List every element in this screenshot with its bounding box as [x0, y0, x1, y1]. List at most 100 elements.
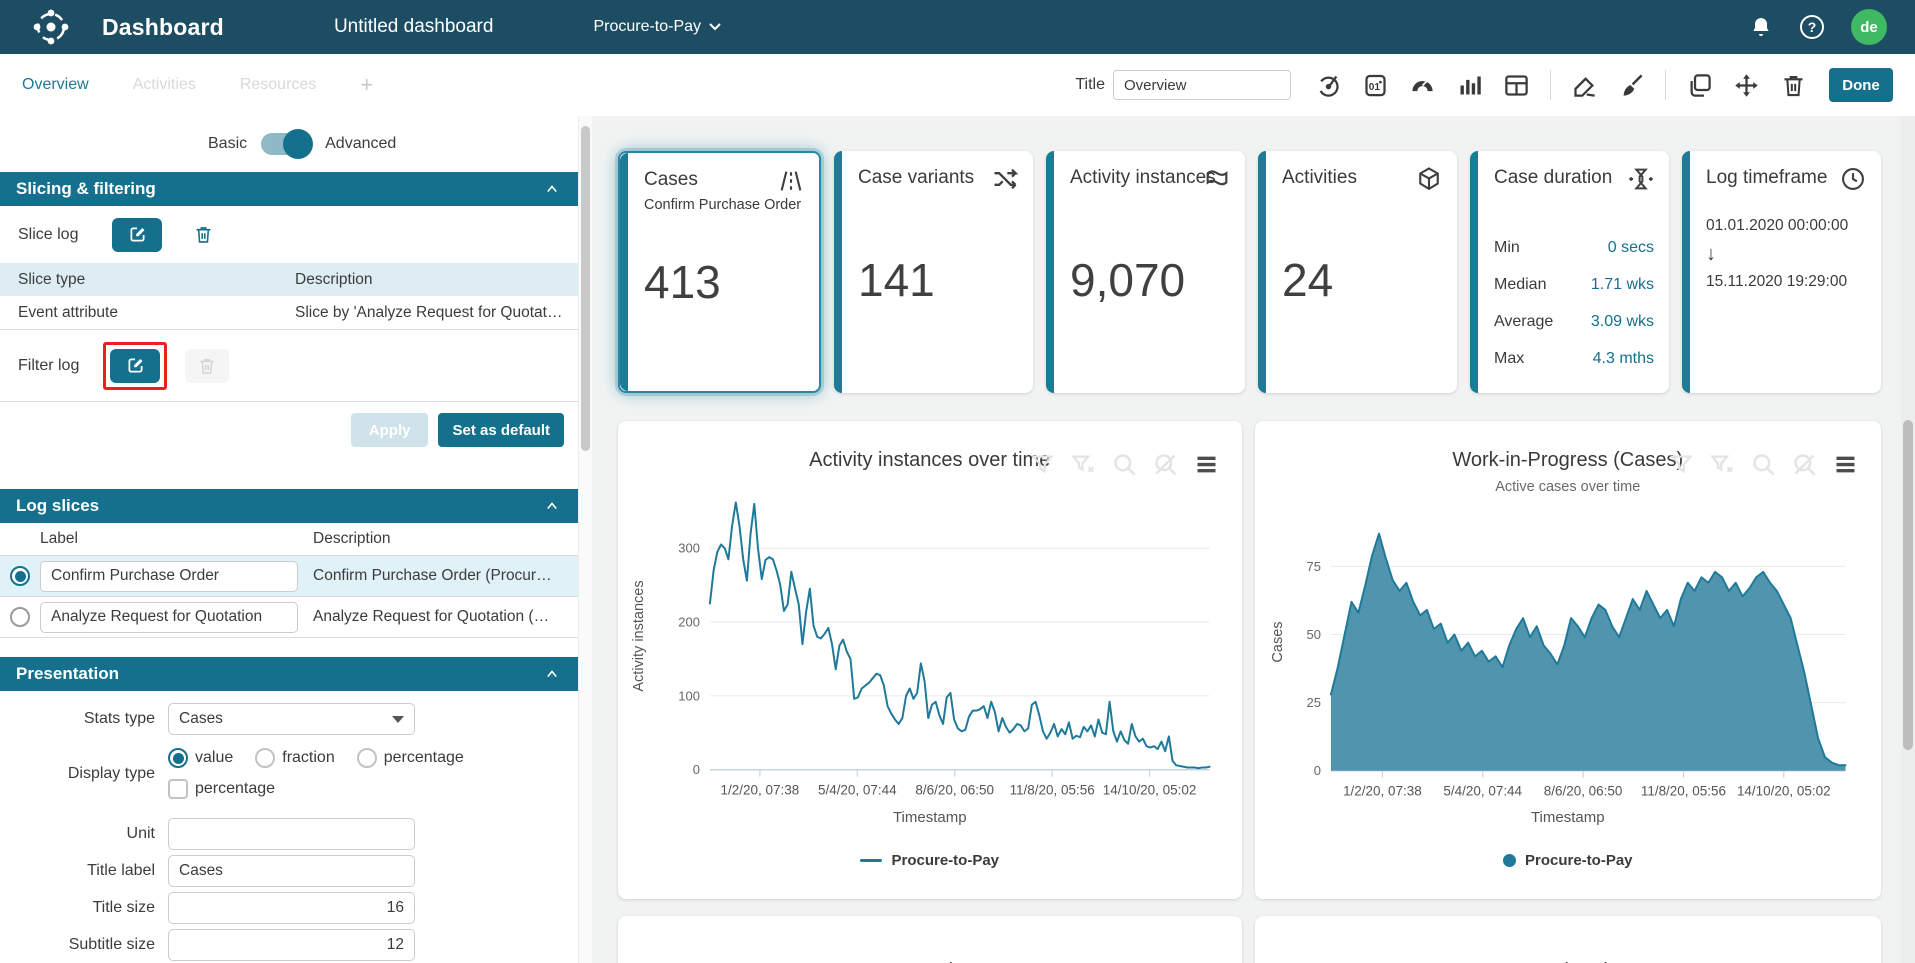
kpi-row: Cases Confirm Purchase Order 413 Case va…	[618, 151, 1881, 393]
kpi-number-icon[interactable]: 01	[1362, 72, 1389, 99]
radio-icon[interactable]	[357, 748, 377, 768]
title-label-input[interactable]	[168, 855, 415, 887]
log-slice-label-input[interactable]	[40, 561, 298, 592]
stat-value: 3.09 wks	[1591, 313, 1654, 331]
stat-value: 4.3 mths	[1593, 350, 1654, 368]
filter-log-delete-button[interactable]	[185, 349, 229, 383]
chart-legend[interactable]: Procure-to-Pay	[1255, 852, 1882, 869]
apply-button[interactable]: Apply	[351, 413, 429, 447]
dataset-selector[interactable]: Procure-to-Pay	[593, 18, 721, 36]
mode-toggle[interactable]	[261, 133, 311, 155]
kpi-card-activity-instances[interactable]: Activity instances 9,070	[1046, 151, 1245, 393]
cube-icon	[1415, 165, 1443, 193]
main-scrollbar[interactable]	[1901, 116, 1915, 963]
bell-icon[interactable]	[1749, 15, 1773, 39]
log-slice-radio[interactable]	[10, 607, 30, 627]
chevron-up-icon[interactable]	[542, 664, 562, 684]
radio-icon[interactable]	[168, 748, 188, 768]
chart-card-case-duration[interactable]: Case duration	[1255, 916, 1882, 963]
chart-card-work-in-progress[interactable]: Work-in-Progress (Cases) Active cases ov…	[1255, 421, 1882, 899]
svg-text:11/8/20, 05:56: 11/8/20, 05:56	[1640, 784, 1725, 799]
kpi-card-case-duration[interactable]: Case duration Min0 secs Median1.71 wks A…	[1470, 151, 1669, 393]
log-slice-row[interactable]: Confirm Purchase Order (Procure…	[0, 556, 578, 597]
checkbox-icon[interactable]	[168, 779, 188, 799]
svg-text:300: 300	[678, 541, 700, 556]
done-button[interactable]: Done	[1829, 68, 1893, 102]
log-slice-row[interactable]: Analyze Request for Quotation (P…	[0, 597, 578, 638]
kpi-target-icon[interactable]	[1315, 72, 1342, 99]
kpi-card-activities[interactable]: Activities 24	[1258, 151, 1457, 393]
kpi-card-log-timeframe[interactable]: Log timeframe 01.01.2020 00:00:00 ↓ 15.1…	[1682, 151, 1881, 393]
display-option-percentage[interactable]: percentage	[357, 748, 464, 768]
duplicate-icon[interactable]	[1686, 72, 1713, 99]
clock-icon	[1839, 165, 1867, 193]
subtitle-size-label: Subtitle size	[0, 936, 155, 954]
slice-log-edit-button[interactable]	[112, 218, 162, 252]
avatar[interactable]: de	[1851, 9, 1887, 45]
bar-chart-icon[interactable]	[1456, 72, 1483, 99]
basic-mode-label: Basic	[208, 135, 247, 153]
chart-card-case-variants[interactable]: Case variants	[618, 916, 1242, 963]
subtitle-size-input[interactable]	[168, 929, 415, 961]
unit-input[interactable]	[168, 818, 415, 850]
help-icon[interactable]: ?	[1799, 14, 1825, 40]
display-option-value[interactable]: value	[168, 748, 233, 768]
display-type-label: Display type	[0, 765, 155, 783]
dashboard-name[interactable]: Untitled dashboard	[334, 16, 494, 38]
legend-swatch	[860, 859, 882, 862]
edit-icon	[125, 355, 146, 376]
dashboard-canvas: Cases Confirm Purchase Order 413 Case va…	[592, 116, 1915, 963]
tab-activities[interactable]: Activities	[133, 76, 196, 94]
log-slice-label-input[interactable]	[40, 602, 298, 633]
chart-card-activity-instances[interactable]: Activity instances over time Activity in…	[618, 421, 1242, 899]
legend-label: Procure-to-Pay	[891, 852, 999, 869]
description-column-header: Description	[313, 530, 391, 548]
unit-label: Unit	[0, 825, 155, 843]
kpi-card-case-variants[interactable]: Case variants 141	[834, 151, 1033, 393]
slice-description-cell: Slice by 'Analyze Request for Quotat…	[295, 304, 578, 322]
slice-log-delete-button[interactable]	[186, 218, 220, 252]
section-header-log-slices: Log slices	[0, 489, 578, 523]
chevron-up-icon[interactable]	[542, 496, 562, 516]
log-slice-radio[interactable]	[10, 566, 30, 586]
charts-row: Activity instances over time Activity in…	[618, 421, 1881, 899]
chevron-up-icon[interactable]	[542, 179, 562, 199]
tab-overview[interactable]: Overview	[22, 76, 89, 94]
kpi-title: Log timeframe	[1706, 167, 1827, 189]
section-header-presentation: Presentation	[0, 657, 578, 691]
toolbar-separator	[1665, 70, 1666, 100]
gauge-icon[interactable]	[1409, 72, 1436, 99]
kpi-card-cases[interactable]: Cases Confirm Purchase Order 413	[618, 151, 821, 393]
timeframe-to: 15.11.2020 19:29:00	[1706, 273, 1847, 291]
display-option-fraction[interactable]: fraction	[255, 748, 334, 768]
set-as-default-button[interactable]: Set as default	[438, 413, 564, 447]
sidebar-scrollbar-thumb[interactable]	[581, 126, 590, 451]
stats-type-label: Stats type	[0, 710, 155, 728]
slice-table-row[interactable]: Event attribute Slice by 'Analyze Reques…	[0, 296, 578, 330]
shuffle-icon	[991, 165, 1019, 193]
filter-log-row: Filter log	[0, 330, 578, 402]
filter-log-edit-button[interactable]	[110, 349, 160, 383]
svg-text:5/4/20, 07:44: 5/4/20, 07:44	[818, 783, 897, 798]
svg-text:14/10/20, 05:02: 14/10/20, 05:02	[1736, 784, 1830, 799]
tab-resources[interactable]: Resources	[240, 76, 316, 94]
add-tab-button[interactable]: +	[360, 72, 373, 98]
title-size-input[interactable]	[168, 892, 415, 924]
app-logo-icon[interactable]	[28, 4, 74, 50]
road-icon	[777, 167, 805, 195]
filter-log-highlight	[103, 342, 167, 390]
title-input[interactable]	[1113, 70, 1291, 100]
export-icon[interactable]	[1571, 72, 1598, 99]
move-icon[interactable]	[1733, 72, 1760, 99]
stats-type-select[interactable]: Cases	[168, 703, 415, 735]
main-scrollbar-thumb[interactable]	[1903, 420, 1913, 750]
chart-legend[interactable]: Procure-to-Pay	[618, 852, 1242, 869]
sidebar-scrollbar[interactable]	[578, 116, 592, 963]
delete-icon[interactable]	[1780, 72, 1807, 99]
broom-icon[interactable]	[1618, 72, 1645, 99]
x-axis-label: Timestamp	[1255, 809, 1882, 826]
title-size-label: Title size	[0, 899, 155, 917]
table-icon[interactable]	[1503, 72, 1530, 99]
radio-icon[interactable]	[255, 748, 275, 768]
percentage-checkbox-option[interactable]: percentage	[168, 773, 464, 805]
